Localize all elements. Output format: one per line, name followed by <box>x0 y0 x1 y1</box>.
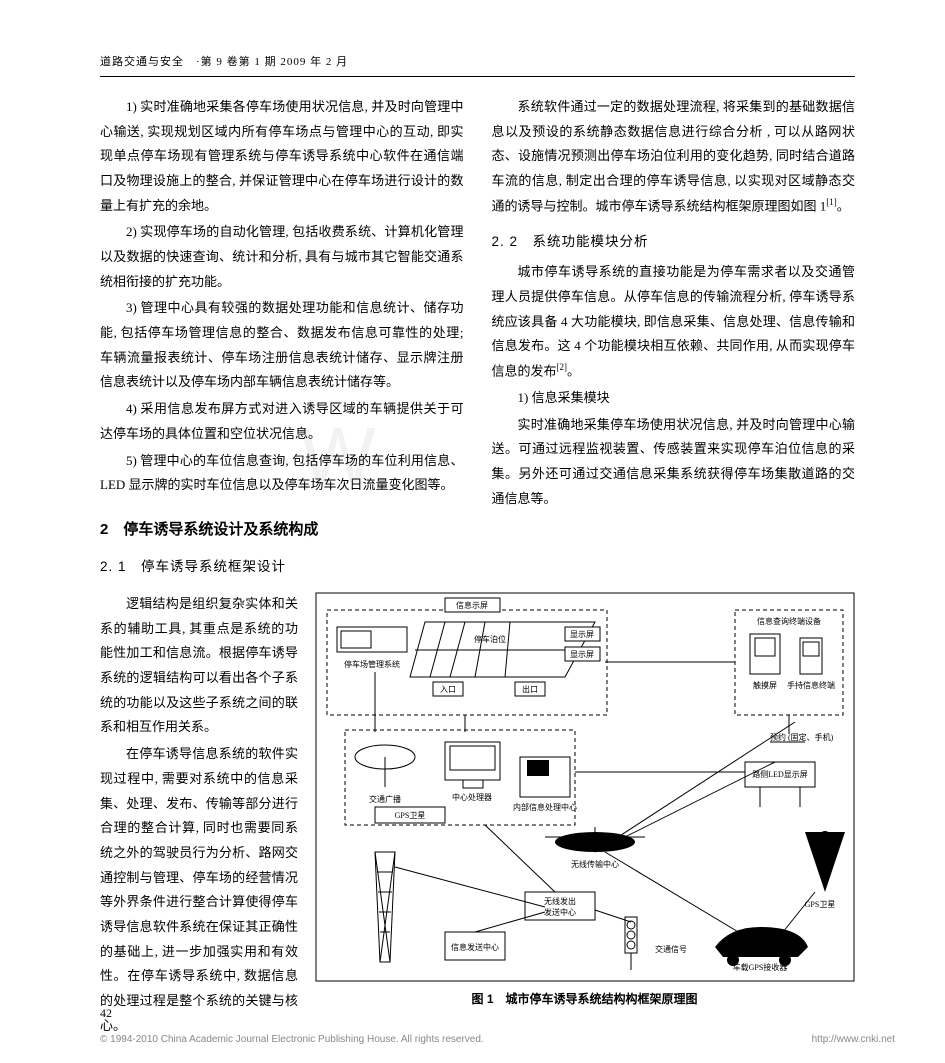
diagram-label: 停车场管理系统 <box>344 659 400 669</box>
narrow-left-column: 逻辑结构是组织复杂实体和关系的辅助工具, 其重点是系统的功能性加工和信息流。根据… <box>100 592 298 1040</box>
diagram-label: 中心处理器 <box>452 792 492 802</box>
diagram-label: 手持信息终端 <box>787 680 835 690</box>
diagram-label: 显示屏 <box>570 630 594 639</box>
list-item: 2) 实现停车场的自动化管理, 包括收费系统、计算机化管理以及数据的快速查询、统… <box>100 220 464 294</box>
diagram-label: 路侧LED显示屏 <box>752 769 808 779</box>
footer-url: http://www.cnki.net <box>812 1030 895 1049</box>
page-footer: © 1994-2010 China Academic Journal Elect… <box>100 1030 895 1049</box>
citation-ref: [1] <box>826 197 837 207</box>
page-number: 42 <box>100 1002 112 1025</box>
diagram-label: 发送中心 <box>544 907 576 917</box>
body-paragraph: 逻辑结构是组织复杂实体和关系的辅助工具, 其重点是系统的功能性加工和信息流。根据… <box>100 592 298 740</box>
left-column: 1) 实时准确地采集各停车场使用状况信息, 并及时向管理中心输送, 实现规划区域… <box>100 95 464 586</box>
list-item: 1) 实时准确地采集各停车场使用状况信息, 并及时向管理中心输送, 实现规划区域… <box>100 95 464 218</box>
diagram-label: 信息发送中心 <box>451 942 499 952</box>
paragraph-text: 。 <box>567 363 580 378</box>
diagram-label: 无线发出 <box>544 896 576 906</box>
diagram-label: 车载GPS接收器 <box>732 962 787 972</box>
body-paragraph: 城市停车诱导系统的直接功能是为停车需求者以及交通管理人员提供停车信息。从停车信息… <box>492 260 856 384</box>
diagram-label: 信息示屏 <box>456 600 488 610</box>
diagram-label: 交通信号 <box>655 944 687 954</box>
subsection-heading: 2. 1 停车诱导系统框架设计 <box>100 554 464 580</box>
citation-ref: [2] <box>557 362 568 372</box>
figure-caption: 图 1 城市停车诱导系统结构构框架原理图 <box>471 988 697 1011</box>
two-column-region: 1) 实时准确地采集各停车场使用状况信息, 并及时向管理中心输送, 实现规划区域… <box>100 95 855 586</box>
diagram-label: 入口 <box>440 685 456 694</box>
diagram-label: GPS卫星 <box>394 811 425 820</box>
list-item: 5) 管理中心的车位信息查询, 包括停车场的车位利用信息、LED 显示牌的实时车… <box>100 449 464 498</box>
list-item: 4) 采用信息发布屏方式对进入诱导区域的车辆提供关于可达停车场的具体位置和空位状… <box>100 397 464 446</box>
paragraph-text: 系统软件通过一定的数据处理流程, 将采集到的基础数据信息以及预设的系统静态数据信… <box>492 99 856 213</box>
paragraph-text: 城市停车诱导系统的直接功能是为停车需求者以及交通管理人员提供停车信息。从停车信息… <box>492 264 856 378</box>
diagram-label: 交通广播 <box>369 794 401 804</box>
right-column: 系统软件通过一定的数据处理流程, 将采集到的基础数据信息以及预设的系统静态数据信… <box>492 95 856 586</box>
system-diagram-svg: 停车场 信息示屏 停车场管理系统 停车泊位 入口 <box>315 592 855 982</box>
page-content: 道路交通与安全 ·第 9 卷第 1 期 2009 年 2 月 1) 实时准确地采… <box>0 0 945 1040</box>
list-item: 3) 管理中心具有较强的数据处理功能和信息统计、储存功能, 包括停车场管理信息的… <box>100 296 464 395</box>
diagram-label: GPS卫星 <box>804 900 835 909</box>
body-paragraph: 在停车诱导信息系统的软件实现过程中, 需要对系统中的信息采集、处理、发布、传输等… <box>100 742 298 1038</box>
diagram-label: 显示屏 <box>570 650 594 659</box>
diagram-label: 无线传输中心 <box>571 859 619 869</box>
figure-1: 停车场 信息示屏 停车场管理系统 停车泊位 入口 <box>314 592 855 1040</box>
diagram-label: 信息查询终端设备 <box>757 616 821 626</box>
list-item-title: 1) 信息采集模块 <box>492 386 856 411</box>
diagram-label: 触摸屏 <box>753 680 777 690</box>
diagram-label: 预约 (固定、手机) <box>770 732 834 742</box>
body-paragraph: 实时准确地采集停车场使用状况信息, 并及时向管理中心输送。可通过远程监视装置、传… <box>492 413 856 512</box>
diagram-label: 停车泊位 <box>474 634 506 644</box>
section-heading: 2 停车诱导系统设计及系统构成 <box>100 516 464 545</box>
diagram-label: 内部信息处理中心 <box>513 802 577 812</box>
diagram-label: 出口 <box>522 684 538 694</box>
subsection-heading: 2. 2 系统功能模块分析 <box>492 229 856 255</box>
body-paragraph: 系统软件通过一定的数据处理流程, 将采集到的基础数据信息以及预设的系统静态数据信… <box>492 95 856 219</box>
footer-copyright: © 1994-2010 China Academic Journal Elect… <box>100 1030 484 1049</box>
running-header: 道路交通与安全 ·第 9 卷第 1 期 2009 年 2 月 <box>100 52 855 77</box>
paragraph-text: 。 <box>837 198 850 213</box>
lower-region: 逻辑结构是组织复杂实体和关系的辅助工具, 其重点是系统的功能性加工和信息流。根据… <box>100 592 855 1040</box>
